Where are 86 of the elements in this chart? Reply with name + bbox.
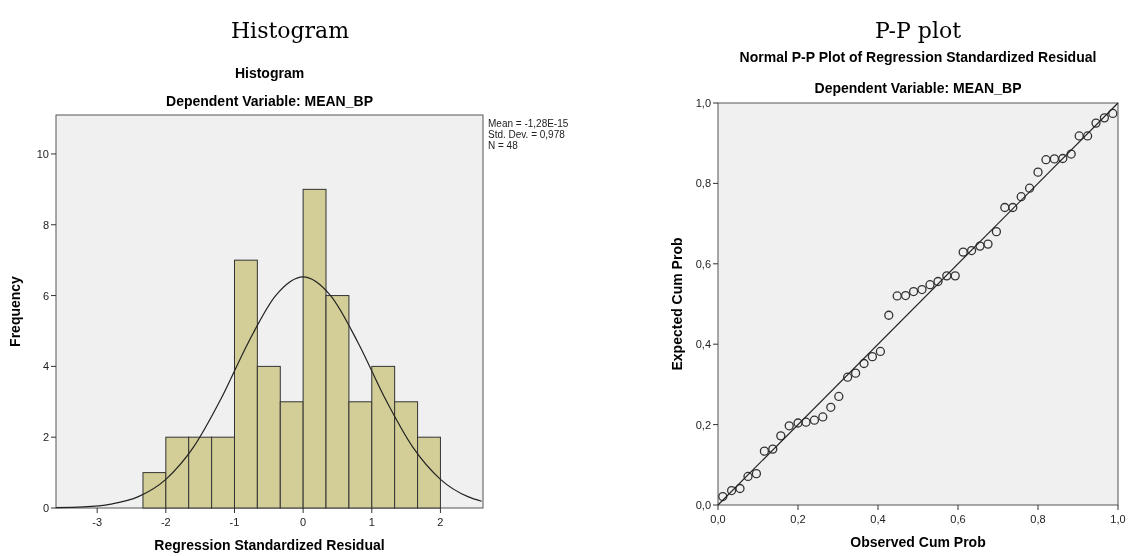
chart-title: Normal P-P Plot of Regression Standardized Residual — [739, 49, 1097, 65]
x-tick-label: 0,0 — [710, 513, 726, 525]
point — [735, 483, 745, 494]
x-tick-label: 1,0 — [1110, 513, 1126, 525]
y-tick-label: 2 — [42, 431, 49, 444]
y-tick-label: 4 — [42, 360, 49, 373]
point — [826, 402, 836, 412]
point — [892, 291, 902, 301]
text: Mean = -1,28E-15 — [488, 118, 569, 129]
chart-subtitle: Dependent Variable: MEAN_BP — [814, 80, 1022, 96]
point — [1033, 167, 1043, 177]
point — [743, 471, 753, 482]
point — [842, 372, 853, 382]
point — [1091, 118, 1101, 128]
x-tick-label: 0 — [300, 516, 307, 528]
point — [1058, 153, 1068, 164]
x-tick-label: 0,6 — [950, 513, 966, 525]
point — [1074, 131, 1084, 141]
point — [1041, 155, 1051, 165]
x-tick-label: -2 — [160, 516, 171, 528]
y-axis-title: Expected Cum Prob — [669, 237, 685, 371]
point — [834, 391, 844, 402]
point — [784, 421, 794, 431]
y-tick-label: 0,0 — [695, 499, 711, 511]
point — [809, 415, 820, 425]
chart-title: Histogram — [234, 65, 305, 81]
line-series — [55, 276, 483, 509]
point — [726, 485, 737, 496]
text: P-P plot — [874, 18, 962, 43]
point — [942, 271, 952, 281]
point — [793, 418, 803, 428]
x-tick-label: 2 — [437, 516, 444, 528]
point — [776, 431, 786, 441]
point — [966, 245, 977, 256]
y-tick-label: 6 — [42, 289, 49, 302]
x-axis-title: Regression Standardized Residual — [154, 537, 385, 553]
x-tick-label: 1 — [368, 516, 375, 528]
point — [718, 491, 728, 502]
y-tick-label: 0 — [42, 502, 49, 514]
y-tick-label: 0,2 — [695, 418, 711, 431]
y-tick-label: 8 — [42, 218, 49, 231]
y-tick-label: 0,6 — [695, 257, 711, 270]
point — [1099, 113, 1110, 123]
point — [801, 417, 811, 427]
point — [859, 358, 869, 369]
point — [1008, 202, 1018, 213]
point — [1049, 154, 1060, 164]
point — [875, 346, 886, 357]
y-tick-label: 0,8 — [695, 177, 711, 190]
x-tick-label: -1 — [229, 516, 240, 528]
x-tick-label: 0,4 — [870, 513, 886, 525]
y-tick-label: 0,4 — [695, 338, 711, 351]
text: N = 48 — [488, 140, 519, 151]
point — [1108, 108, 1118, 119]
point — [950, 271, 960, 281]
point — [759, 446, 770, 456]
point — [925, 280, 935, 290]
point — [975, 241, 985, 251]
y-tick-label: 10 — [36, 147, 49, 160]
point — [1024, 183, 1035, 193]
point — [1016, 192, 1026, 202]
point — [867, 352, 878, 362]
x-tick-label: -3 — [92, 516, 103, 528]
point — [1082, 131, 1093, 141]
point — [908, 286, 919, 297]
point — [991, 226, 1002, 237]
point — [884, 310, 894, 320]
point — [751, 468, 762, 479]
point — [900, 290, 911, 301]
point — [1000, 202, 1010, 213]
point — [1066, 149, 1076, 159]
x-tick-label: 0,8 — [1030, 513, 1046, 525]
y-axis-title: Frequency — [7, 275, 23, 347]
y-tick-label: 1,0 — [695, 97, 711, 109]
chart-subtitle: Dependent Variable: MEAN_BP — [166, 93, 373, 109]
x-tick-label: 0,2 — [790, 513, 806, 525]
point — [933, 276, 943, 287]
point — [917, 284, 927, 295]
x-axis-title: Observed Cum Prob — [850, 534, 986, 550]
point — [768, 444, 778, 454]
point — [818, 412, 828, 422]
text: Std. Dev. = 0,978 — [488, 129, 566, 140]
point — [958, 247, 968, 257]
text: Histogram — [230, 18, 350, 43]
point — [850, 368, 861, 378]
point — [983, 239, 993, 249]
